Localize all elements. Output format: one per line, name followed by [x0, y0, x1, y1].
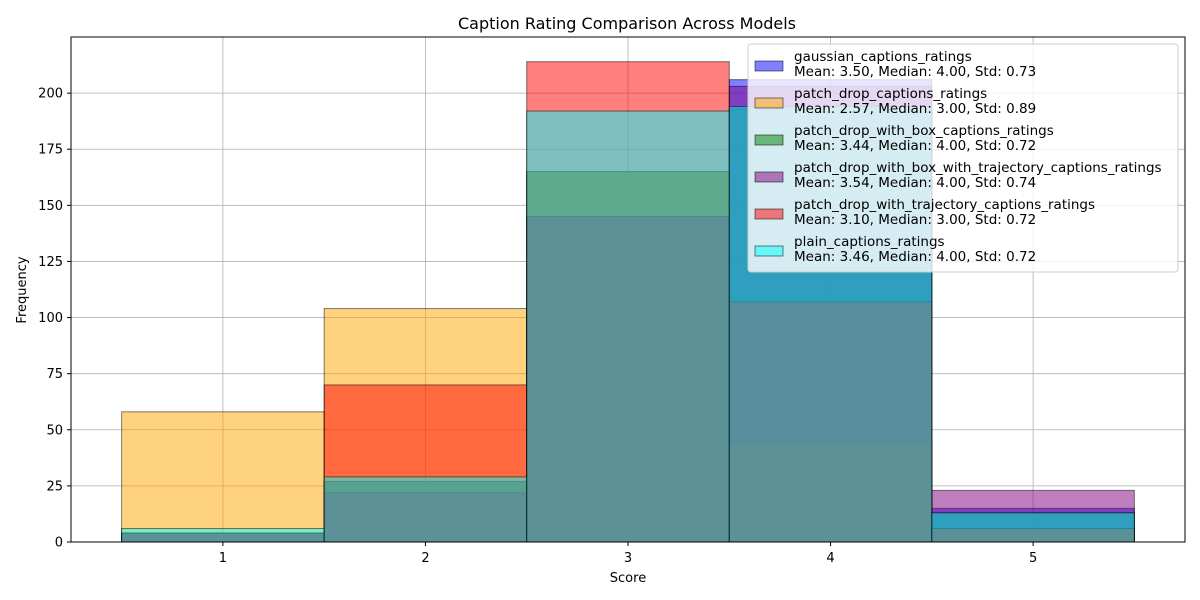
legend-series-stats: Mean: 3.54, Median: 4.00, Std: 0.74 [794, 175, 1036, 191]
y-tick-label: 175 [38, 143, 63, 158]
x-tick-label: 4 [826, 551, 834, 566]
y-axis-label: Frequency [15, 256, 30, 323]
x-tick-label: 2 [421, 551, 429, 566]
legend-box [747, 43, 1179, 273]
bar [323, 476, 528, 543]
y-tick-label: 75 [46, 367, 63, 382]
legend-swatch [754, 60, 784, 72]
legend-series-name: patch_drop_captions_ratings [794, 86, 987, 102]
y-tick-label: 125 [38, 255, 63, 270]
legend-series-stats: Mean: 3.50, Median: 4.00, Std: 0.73 [794, 64, 1036, 80]
x-tick-label: 5 [1029, 551, 1037, 566]
bar [931, 512, 1135, 543]
legend-swatch [754, 171, 784, 183]
legend-entry: patch_drop_with_box_captions_ratingsMean… [754, 123, 1054, 154]
y-tick-label: 200 [38, 87, 63, 102]
legend-series-stats: Mean: 3.10, Median: 3.00, Std: 0.72 [794, 212, 1036, 228]
legend-swatch [754, 208, 784, 220]
legend-series-stats: Mean: 3.46, Median: 4.00, Std: 0.72 [794, 249, 1036, 265]
legend-series-name: patch_drop_with_box_with_trajectory_capt… [794, 160, 1162, 176]
x-tick-label: 1 [219, 551, 227, 566]
legend-series-name: patch_drop_with_box_captions_ratings [794, 123, 1054, 139]
legend-entry: patch_drop_with_trajectory_captions_rati… [754, 197, 1095, 228]
y-tick-label: 0 [55, 536, 63, 551]
bar [121, 528, 325, 543]
y-tick-label: 25 [46, 479, 63, 494]
bar [526, 110, 730, 543]
legend-series-stats: Mean: 3.44, Median: 4.00, Std: 0.72 [794, 138, 1036, 154]
legend-series-name: plain_captions_ratings [794, 234, 945, 250]
x-axis-label: Score [610, 571, 646, 586]
legend-swatch [754, 134, 784, 146]
y-tick-label: 50 [46, 423, 63, 438]
series-plain_captions_ratings [121, 106, 1135, 543]
x-tick-label: 3 [624, 551, 632, 566]
legend-entry: patch_drop_with_box_with_trajectory_capt… [754, 160, 1162, 191]
y-tick-label: 100 [38, 311, 63, 326]
legend-series-name: gaussian_captions_ratings [794, 49, 972, 65]
legend-series-name: patch_drop_with_trajectory_captions_rati… [794, 197, 1095, 213]
y-tick-label: 150 [38, 199, 63, 214]
chart-title: Caption Rating Comparison Across Models [458, 14, 796, 33]
legend-swatch [754, 97, 784, 109]
legend-series-stats: Mean: 2.57, Median: 3.00, Std: 0.89 [794, 101, 1036, 117]
legend-swatch [754, 245, 784, 257]
bar [121, 411, 325, 543]
